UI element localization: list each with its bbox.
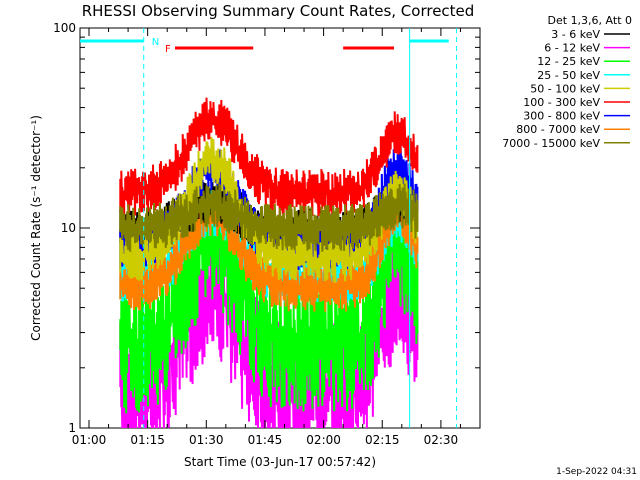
- legend-label: 12 - 25 keV: [537, 55, 600, 68]
- y-tick-label: 1: [68, 421, 76, 435]
- tick-layer: 01:00 01:15 01:30 01:45 02:00 02:15 02:30 1 10 10…: [53, 21, 480, 447]
- legend-label: 7000 - 15000 keV: [502, 137, 600, 150]
- series-line: [119, 183, 419, 252]
- flag-layer: NF: [80, 28, 458, 428]
- y-tick-label: 10: [61, 221, 76, 235]
- x-tick-label: 01:00: [72, 433, 107, 447]
- legend-label: 50 - 100 keV: [530, 82, 600, 95]
- x-axis-label: Start Time (03-Jun-17 00:57:42): [184, 455, 376, 469]
- legend-label: 25 - 50 keV: [537, 69, 600, 82]
- legend-label: 3 - 6 keV: [551, 28, 600, 41]
- x-tick-label: 01:45: [248, 433, 283, 447]
- x-tick-label: 01:30: [189, 433, 224, 447]
- legend-label: 100 - 300 keV: [523, 96, 600, 109]
- flag-label: F: [165, 44, 171, 55]
- legend-label: 800 - 7000 keV: [516, 123, 600, 136]
- x-tick-label: 01:15: [130, 433, 165, 447]
- series-line: [119, 136, 419, 283]
- x-tick-label: 02:30: [424, 433, 459, 447]
- chart-title: RHESSI Observing Summary Count Rates, Co…: [82, 2, 475, 20]
- flag-label: N: [152, 37, 159, 48]
- plot-area: NF 01:00 01:15 01:30 01:45 02:00 02:15 02:30 1 1…: [53, 21, 481, 447]
- y-axis-label: Corrected Count Rate (s⁻¹ detector⁻¹): [29, 115, 43, 341]
- x-tick-label: 02:00: [306, 433, 341, 447]
- timestamp: 1-Sep-2022 04:31: [556, 467, 637, 477]
- legend-title: Det 1,3,6, Att 0: [548, 14, 632, 27]
- x-tick-label: 02:15: [365, 433, 400, 447]
- series-layer: [119, 97, 419, 429]
- series-line: [119, 97, 419, 217]
- y-tick-label: 100: [53, 21, 76, 35]
- legend-label: 6 - 12 keV: [544, 42, 600, 55]
- legend-label: 300 - 800 keV: [523, 110, 600, 123]
